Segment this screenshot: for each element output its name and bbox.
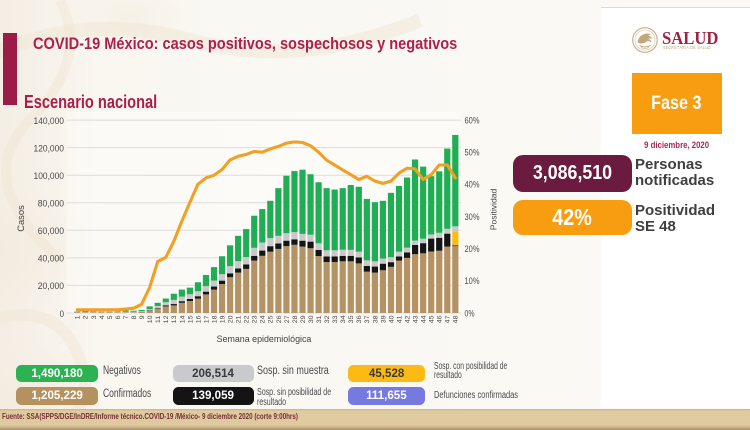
svg-text:0%: 0%: [465, 308, 475, 319]
svg-text:100,000: 100,000: [34, 171, 65, 182]
svg-text:23: 23: [252, 315, 259, 323]
svg-text:28: 28: [292, 315, 299, 323]
svg-text:120,000: 120,000: [34, 143, 65, 154]
svg-text:20: 20: [228, 315, 235, 323]
svg-text:18: 18: [211, 315, 218, 323]
svg-text:36: 36: [356, 315, 363, 323]
svg-text:9: 9: [139, 315, 146, 319]
svg-text:21: 21: [236, 315, 243, 323]
svg-text:17: 17: [203, 315, 210, 323]
svg-text:42: 42: [405, 315, 412, 323]
svg-text:24: 24: [260, 315, 267, 323]
svg-text:2: 2: [83, 315, 90, 319]
svg-text:60,000: 60,000: [38, 226, 64, 237]
svg-text:30%: 30%: [465, 212, 480, 223]
svg-text:13: 13: [171, 315, 178, 323]
svg-text:6: 6: [115, 315, 122, 319]
svg-text:10%: 10%: [465, 276, 480, 287]
svg-text:140,000: 140,000: [34, 116, 65, 127]
svg-text:4: 4: [99, 315, 106, 319]
svg-text:20%: 20%: [465, 244, 480, 255]
svg-text:38: 38: [372, 315, 379, 323]
svg-text:19: 19: [220, 315, 227, 323]
svg-text:Casos: Casos: [15, 205, 26, 232]
svg-text:40,000: 40,000: [38, 254, 64, 265]
svg-text:43: 43: [413, 315, 420, 323]
svg-text:11: 11: [155, 315, 162, 323]
svg-text:Positividad: Positividad: [489, 189, 499, 231]
svg-text:45: 45: [429, 315, 436, 323]
svg-text:60%: 60%: [465, 115, 480, 126]
svg-text:5: 5: [107, 315, 114, 319]
svg-text:25: 25: [268, 315, 275, 323]
svg-text:31: 31: [316, 315, 323, 323]
svg-text:40: 40: [388, 315, 395, 323]
svg-text:48: 48: [453, 315, 460, 323]
svg-text:15: 15: [187, 315, 194, 323]
svg-text:Semana epidemiológica: Semana epidemiológica: [217, 334, 312, 344]
svg-text:14: 14: [179, 315, 186, 323]
svg-text:35: 35: [348, 315, 355, 323]
svg-text:26: 26: [276, 315, 283, 323]
svg-text:3: 3: [91, 315, 98, 319]
svg-text:30: 30: [308, 315, 315, 323]
svg-text:27: 27: [284, 315, 291, 323]
svg-text:20,000: 20,000: [38, 281, 64, 292]
svg-text:10: 10: [147, 315, 154, 323]
svg-text:50%: 50%: [465, 148, 480, 159]
svg-text:12: 12: [163, 315, 170, 323]
svg-text:80,000: 80,000: [38, 199, 64, 210]
svg-text:40%: 40%: [465, 180, 480, 191]
svg-text:46: 46: [437, 315, 444, 323]
svg-text:37: 37: [364, 315, 371, 323]
svg-text:1: 1: [75, 315, 82, 319]
svg-text:39: 39: [380, 315, 387, 323]
svg-text:44: 44: [421, 315, 428, 323]
svg-text:7: 7: [123, 315, 130, 319]
svg-text:47: 47: [445, 315, 452, 323]
svg-text:33: 33: [332, 315, 339, 323]
svg-text:0: 0: [60, 309, 64, 320]
svg-text:16: 16: [195, 315, 202, 323]
svg-text:22: 22: [244, 315, 251, 323]
svg-text:34: 34: [340, 315, 347, 323]
svg-text:8: 8: [131, 315, 138, 319]
svg-text:32: 32: [324, 315, 331, 323]
svg-text:29: 29: [300, 315, 307, 323]
svg-text:41: 41: [396, 315, 403, 323]
